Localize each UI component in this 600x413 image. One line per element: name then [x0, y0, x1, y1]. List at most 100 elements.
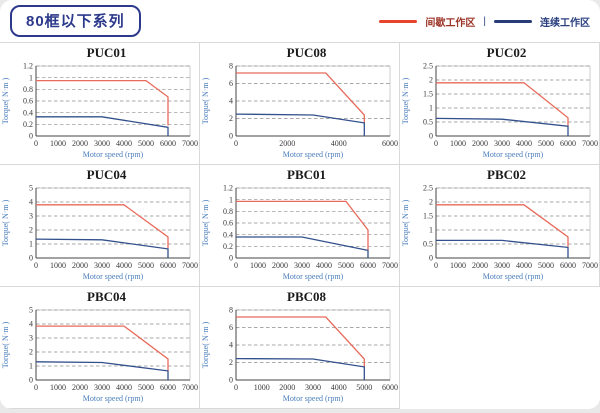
charts-grid: PUC01 0 0.2 0.4 0.6 0.8 1 1.2 0 1000 2000 3000 4000…	[0, 42, 600, 409]
svg-text:2: 2	[29, 348, 33, 357]
svg-text:2000: 2000	[72, 383, 88, 392]
svg-text:5000: 5000	[138, 261, 154, 270]
svg-text:5: 5	[29, 184, 33, 193]
svg-text:8: 8	[229, 62, 233, 71]
svg-text:0.5: 0.5	[423, 118, 433, 127]
svg-text:Torque( N·m ): Torque( N·m )	[401, 77, 410, 124]
page-header: 80框以下系列 间歇工作区 | 连续工作区	[0, 0, 600, 42]
svg-text:6000: 6000	[382, 139, 398, 148]
svg-text:0: 0	[229, 132, 233, 141]
svg-text:1: 1	[429, 226, 433, 235]
svg-text:3000: 3000	[94, 261, 110, 270]
svg-text:Motor speed (rpm): Motor speed (rpm)	[83, 150, 144, 159]
svg-text:0.5: 0.5	[423, 240, 433, 249]
svg-text:0.2: 0.2	[223, 242, 233, 251]
svg-text:0.4: 0.4	[223, 230, 233, 239]
svg-text:0: 0	[434, 139, 438, 148]
svg-text:Motor speed (rpm): Motor speed (rpm)	[483, 272, 544, 281]
chart-cell-puc04: PUC04 0 1 2 3 4 5 0 1000 2000 3000 4000 5000 6000 700…	[0, 165, 200, 287]
svg-text:1000: 1000	[254, 383, 270, 392]
svg-text:3000: 3000	[494, 139, 510, 148]
svg-text:0: 0	[29, 376, 33, 385]
svg-text:2000: 2000	[279, 139, 295, 148]
svg-text:4000: 4000	[116, 261, 132, 270]
chart-title: PUC02	[486, 45, 527, 60]
svg-text:5000: 5000	[356, 383, 372, 392]
chart-title: PUC04	[86, 167, 127, 182]
svg-text:0.2: 0.2	[23, 120, 33, 129]
svg-text:7000: 7000	[182, 383, 198, 392]
svg-text:4: 4	[29, 320, 33, 329]
legend: 间歇工作区 | 连续工作区	[379, 14, 590, 29]
chart-title: PBC01	[287, 167, 326, 182]
svg-text:Torque( N·m ): Torque( N·m )	[201, 199, 210, 246]
svg-text:2: 2	[429, 76, 433, 85]
legend-continuous-label: 连续工作区	[540, 17, 590, 29]
svg-text:1.2: 1.2	[223, 184, 233, 193]
svg-text:3: 3	[29, 334, 33, 343]
svg-text:5000: 5000	[538, 139, 554, 148]
svg-text:0.6: 0.6	[223, 219, 233, 228]
svg-text:1000: 1000	[50, 139, 66, 148]
svg-text:7000: 7000	[182, 261, 198, 270]
svg-text:0: 0	[429, 254, 433, 263]
svg-text:0: 0	[234, 139, 238, 148]
svg-text:4000: 4000	[116, 383, 132, 392]
svg-text:5000: 5000	[138, 383, 154, 392]
svg-text:6000: 6000	[160, 383, 176, 392]
svg-text:1000: 1000	[250, 261, 266, 270]
svg-text:0: 0	[434, 261, 438, 270]
chart-cell-pbc01: PBC01 0 0.2 0.4 0.6 0.8 1 1.2 0 1000 2000 3000 4000…	[200, 165, 400, 287]
svg-text:2000: 2000	[472, 261, 488, 270]
chart-cell-puc08: PUC08 0 2 4 6 8 0 2000 4000 6000 Motor speed (rpm…	[200, 43, 400, 165]
svg-text:5000: 5000	[538, 261, 554, 270]
svg-text:4000: 4000	[116, 139, 132, 148]
svg-text:2: 2	[229, 358, 233, 367]
svg-text:0: 0	[229, 254, 233, 263]
torque-speed-chart: 0 0.2 0.4 0.6 0.8 1 1.2 0 1000 2000 3000 4000 5000 60…	[201, 184, 398, 281]
svg-text:3000: 3000	[294, 261, 310, 270]
chart-cell-puc02: PUC02 0 0.5 1 1.5 2 2.5 0 1000 2000 3000 4000 5000 6…	[400, 43, 600, 165]
svg-text:0.4: 0.4	[23, 108, 33, 117]
svg-text:6000: 6000	[160, 261, 176, 270]
svg-text:7000: 7000	[382, 261, 398, 270]
svg-text:7000: 7000	[582, 139, 598, 148]
svg-text:6000: 6000	[160, 139, 176, 148]
svg-text:5000: 5000	[338, 261, 354, 270]
svg-text:2000: 2000	[72, 261, 88, 270]
svg-text:1.5: 1.5	[423, 212, 433, 221]
svg-text:2: 2	[429, 198, 433, 207]
svg-text:2: 2	[229, 114, 233, 123]
svg-text:6: 6	[229, 323, 233, 332]
svg-text:5: 5	[29, 306, 33, 315]
svg-text:1: 1	[29, 73, 33, 82]
svg-text:4000: 4000	[331, 139, 347, 148]
svg-text:Motor speed (rpm): Motor speed (rpm)	[283, 272, 344, 281]
svg-text:2.5: 2.5	[423, 184, 433, 193]
chart-title: PBC02	[487, 167, 526, 182]
svg-text:2000: 2000	[72, 139, 88, 148]
svg-text:0.8: 0.8	[223, 207, 233, 216]
chart-cell-pbc08: PBC08 0 2 4 6 8 0 1000 2000 3000 4000 5000 6000 Moto…	[200, 287, 400, 409]
svg-text:1: 1	[29, 362, 33, 371]
svg-text:2.5: 2.5	[423, 62, 433, 71]
svg-text:Torque( N·m ): Torque( N·m )	[1, 199, 10, 246]
chart-cell-pbc04: PBC04 0 1 2 3 4 5 0 1000 2000 3000 4000 5000 6000 700…	[0, 287, 200, 409]
chart-title: PBC08	[287, 289, 326, 304]
svg-text:0: 0	[34, 139, 38, 148]
chart-title: PBC04	[87, 289, 126, 304]
svg-text:1: 1	[29, 240, 33, 249]
svg-text:7000: 7000	[182, 139, 198, 148]
svg-text:6000: 6000	[382, 383, 398, 392]
svg-text:1000: 1000	[450, 261, 466, 270]
chart-cell-puc01: PUC01 0 0.2 0.4 0.6 0.8 1 1.2 0 1000 2000 3000 4000…	[0, 43, 200, 165]
svg-text:Motor speed (rpm): Motor speed (rpm)	[283, 150, 344, 159]
svg-text:0: 0	[29, 132, 33, 141]
svg-text:2: 2	[29, 226, 33, 235]
empty-cell	[400, 287, 600, 409]
svg-text:Torque( N·m ): Torque( N·m )	[201, 321, 210, 368]
svg-text:Motor speed (rpm): Motor speed (rpm)	[83, 272, 144, 281]
torque-speed-chart: 0 0.2 0.4 0.6 0.8 1 1.2 0 1000 2000 3000 4000 5000 60…	[1, 62, 198, 159]
svg-text:4: 4	[229, 97, 233, 106]
svg-text:3000: 3000	[305, 383, 321, 392]
